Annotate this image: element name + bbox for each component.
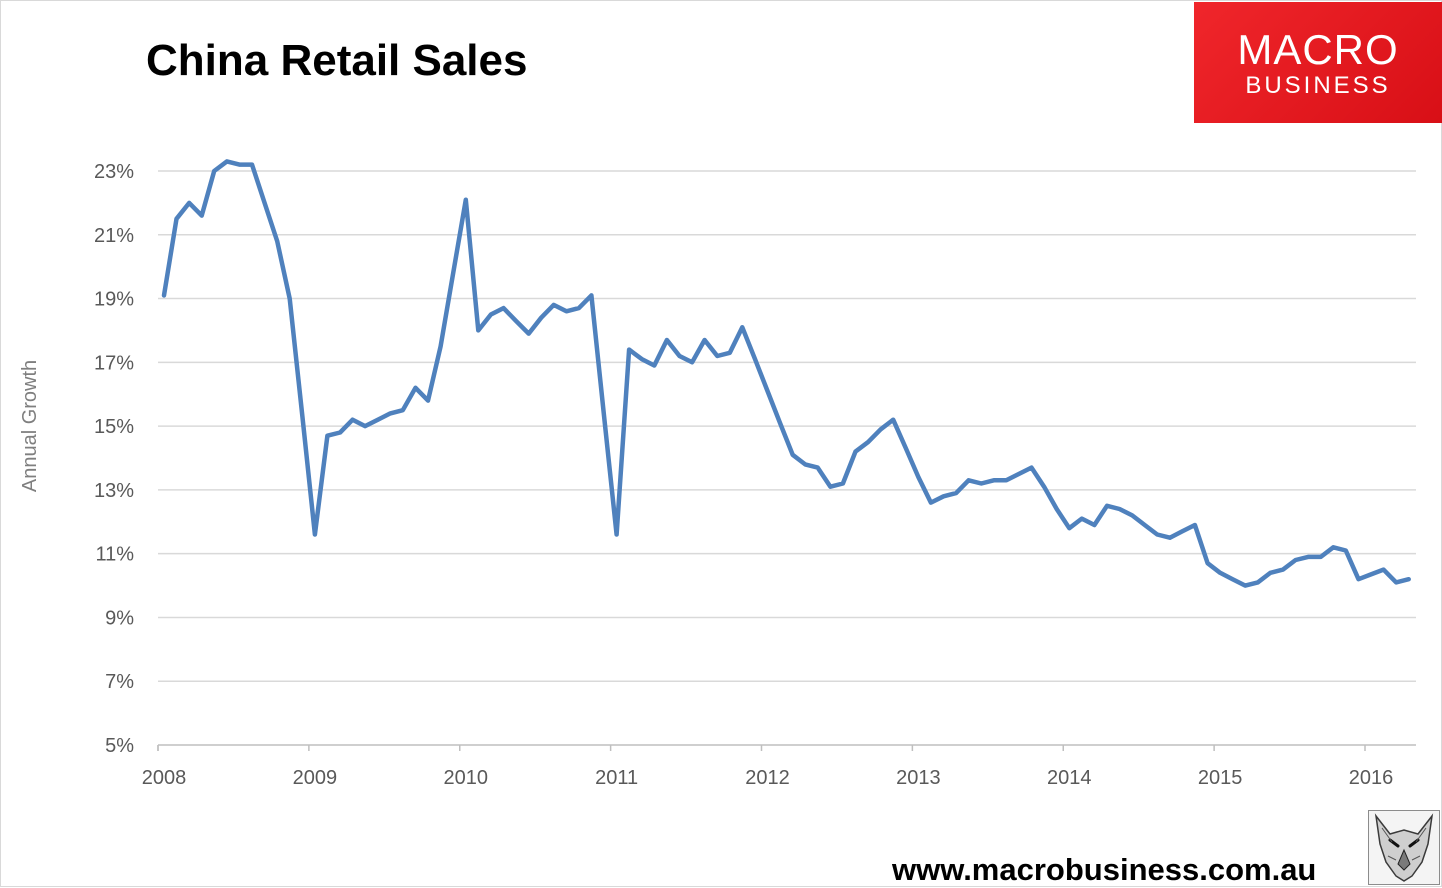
x-tick-label: 2008 bbox=[142, 767, 187, 789]
logo-line-business: BUSINESS bbox=[1245, 72, 1391, 99]
y-tick-label: 23% bbox=[94, 161, 134, 183]
series-line bbox=[161, 159, 1411, 588]
x-tick-label: 2011 bbox=[595, 767, 638, 789]
x-tick-label: 2012 bbox=[745, 767, 790, 789]
y-tick-label: 17% bbox=[94, 352, 134, 374]
y-tick-label: 11% bbox=[95, 544, 134, 566]
y-axis-ticks: 5% 7% 9% 11% 13% 15% 17% 19% 21% 23% bbox=[94, 161, 134, 757]
x-tick-label: 2013 bbox=[896, 767, 941, 789]
y-axis-label: Annual Growth bbox=[19, 360, 41, 492]
x-tick-label: 2015 bbox=[1198, 767, 1243, 789]
footer-url: www.macrobusiness.com.au bbox=[892, 852, 1317, 887]
y-tick-label: 19% bbox=[94, 289, 134, 311]
macrobusiness-logo: MACRO BUSINESS bbox=[1194, 2, 1442, 123]
x-tick-label: 2010 bbox=[444, 767, 489, 789]
y-tick-label: 15% bbox=[94, 416, 134, 438]
x-tick-label: 2014 bbox=[1047, 767, 1092, 789]
y-tick-label: 21% bbox=[94, 225, 134, 247]
chart-title: China Retail Sales bbox=[146, 36, 528, 85]
logo-line-macro: MACRO bbox=[1237, 26, 1399, 73]
wolf-logo-icon bbox=[1368, 810, 1440, 885]
y-tick-label: 7% bbox=[105, 671, 134, 693]
series-group bbox=[161, 159, 1411, 588]
y-tick-label: 5% bbox=[105, 735, 134, 757]
y-tick-label: 9% bbox=[105, 607, 134, 629]
x-tick-label: 2016 bbox=[1349, 767, 1394, 789]
x-tick-label: 2009 bbox=[293, 767, 338, 789]
x-axis-ticks: 2008 2009 2010 2011 2012 2013 2014 2015 2016 bbox=[142, 745, 1394, 789]
y-tick-label: 13% bbox=[94, 480, 134, 502]
